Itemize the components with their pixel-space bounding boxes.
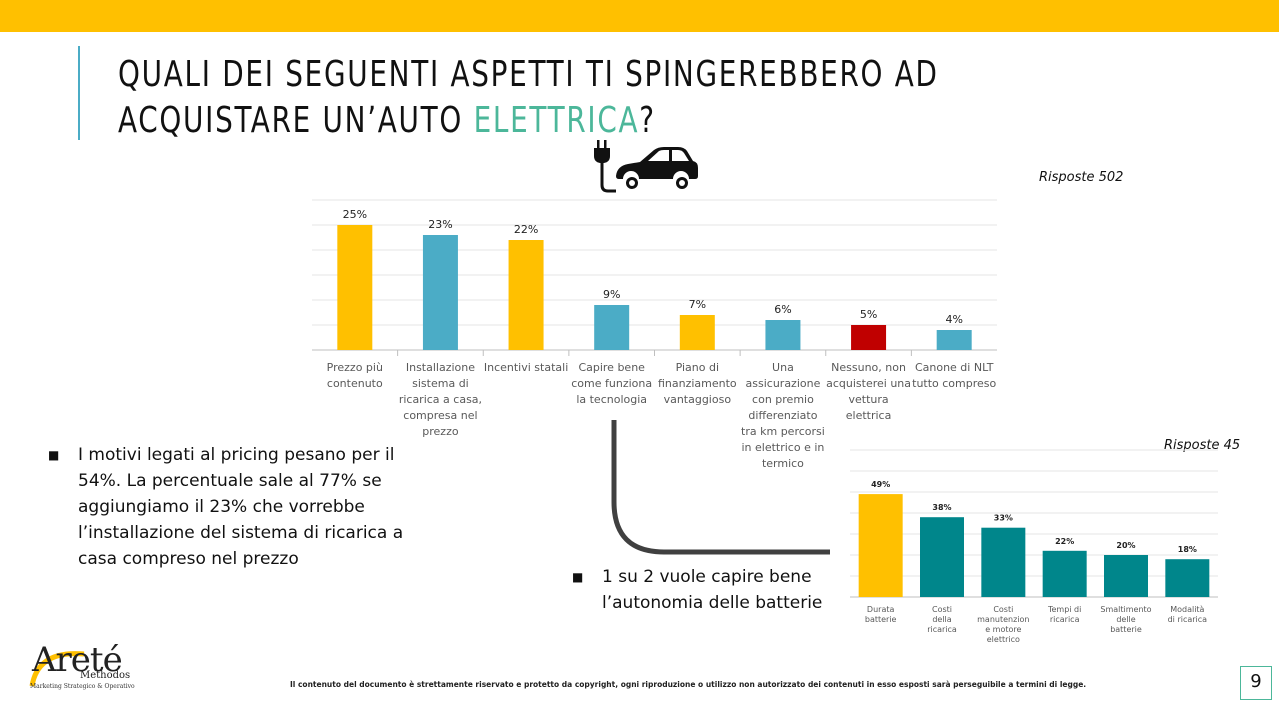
category-label: Incentivi statali	[484, 361, 568, 374]
bar	[508, 240, 544, 350]
category-label: Una assicurazione con premio differenziato t…	[741, 361, 825, 470]
category-label: Nessuno, non acquisterei una vettura elettr…	[826, 361, 911, 422]
logo-sub: Methodos	[80, 670, 131, 681]
bullet-autonomy-text: 1 su 2 vuole capire bene l’autonomia del…	[602, 567, 823, 613]
square-bullet-icon: ■	[572, 570, 584, 584]
responses-main: Risposte 502	[1039, 170, 1124, 185]
data-label: 33%	[994, 514, 1013, 523]
logo-arc-mark	[29, 651, 85, 687]
category-label: Costi manutenzion e motore elettrico	[977, 605, 1029, 644]
category-label: Modalità di ricarica	[1168, 605, 1208, 624]
bar	[936, 330, 972, 350]
data-label: 4%	[945, 313, 962, 326]
category-label: Costi della ricarica	[927, 605, 957, 634]
category-label: Tempi di ricarica	[1047, 605, 1081, 624]
data-label: 38%	[932, 503, 951, 512]
data-label: 20%	[1116, 541, 1135, 550]
bullet-autonomy: ■ 1 su 2 vuole capire bene l’autonomia d…	[572, 564, 842, 616]
data-label: 25%	[343, 208, 367, 221]
responses-small: Risposte 45	[1164, 438, 1241, 453]
page-title: QUALI DEI SEGUENTI ASPETTI TI SPINGEREBB…	[118, 52, 939, 144]
logo: Areté Methodos Marketing Strategico & Op…	[28, 636, 138, 694]
electric-car-plug-icon	[594, 140, 698, 193]
square-bullet-icon: ■	[48, 448, 60, 462]
bar	[337, 225, 373, 350]
bar	[981, 527, 1026, 597]
title-accent: ELETTRICA	[473, 100, 640, 141]
data-label: 22%	[514, 223, 538, 236]
category-label: Piano di finanziamento vantaggioso	[658, 361, 737, 406]
logo-name: Areté	[32, 640, 123, 680]
bar	[594, 305, 630, 350]
title-line-1: QUALI DEI SEGUENTI ASPETTI TI SPINGEREBB…	[118, 54, 939, 95]
bullet-pricing: ■ I motivi legati al pricing pesano per …	[48, 442, 408, 572]
data-label: 23%	[428, 218, 452, 231]
data-label: 6%	[774, 303, 791, 316]
page-number: 9	[1240, 666, 1272, 700]
bar	[679, 315, 715, 350]
data-label: 18%	[1178, 545, 1197, 554]
title-rule	[78, 46, 80, 140]
bar	[1165, 559, 1210, 597]
category-label: Smaltimento delle batterie	[1100, 605, 1151, 634]
bar	[858, 494, 903, 597]
small-bar-chart: 49% Durata batterie 38% Costi della ricarica 33…	[850, 449, 1218, 644]
data-label: 49%	[871, 480, 890, 489]
bar	[1104, 555, 1148, 597]
category-label: Canone di NLT tutto compreso	[912, 361, 996, 390]
logo-tagline: Marketing Strategico & Operativo	[30, 683, 135, 690]
category-label: Installazione sistema di ricarica a casa, c…	[399, 361, 482, 438]
category-label: Durata batterie	[865, 605, 897, 624]
bar	[1042, 550, 1087, 597]
top-accent-bar	[0, 0, 1279, 32]
data-label: 22%	[1055, 537, 1074, 546]
category-label: Capire bene come funziona la tecnologia	[571, 361, 652, 406]
bar	[851, 325, 887, 350]
main-bar-chart: 25% Prezzo più contenuto 23% Installazione si…	[312, 199, 997, 470]
category-label: Prezzo più contenuto	[327, 361, 383, 390]
connector-line	[611, 420, 830, 555]
bar	[422, 235, 458, 350]
data-label: 7%	[689, 298, 706, 311]
copyright-footer: Il contenuto del documento è strettament…	[290, 680, 1087, 689]
data-label: 5%	[860, 308, 877, 321]
data-label: 9%	[603, 288, 620, 301]
bar	[920, 517, 964, 597]
title-line-2: ACQUISTARE UN’AUTO ELETTRICA?	[118, 100, 656, 141]
bar	[765, 320, 801, 350]
bullet-pricing-text: I motivi legati al pricing pesano per il…	[78, 445, 404, 569]
